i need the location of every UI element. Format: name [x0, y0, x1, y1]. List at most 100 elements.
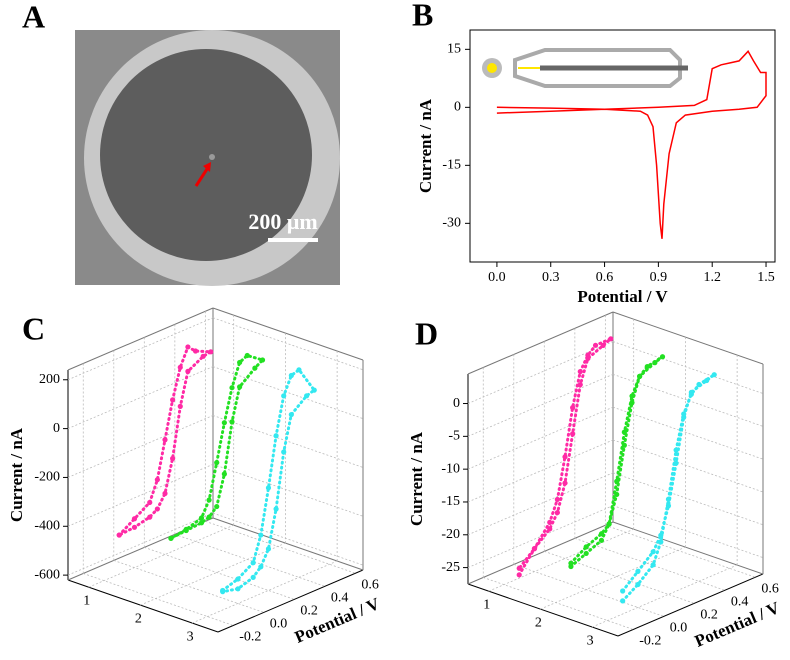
- z-tick-label: 0.6: [361, 577, 379, 592]
- data-point: [531, 546, 538, 552]
- y-tick-label: -5: [448, 429, 460, 444]
- data-point: [635, 581, 641, 588]
- data-point: [265, 485, 272, 491]
- data-point: [644, 363, 650, 370]
- data-point: [658, 539, 664, 545]
- grid-line: [483, 577, 634, 630]
- grid-line: [113, 560, 264, 613]
- data-point: [598, 531, 605, 537]
- data-point: [235, 586, 241, 592]
- data-point: [206, 514, 212, 520]
- data-point: [183, 527, 189, 534]
- grid-line: [67, 512, 214, 576]
- data-point: [220, 589, 226, 595]
- y-tick-label: 0: [453, 396, 460, 411]
- data-point: [147, 499, 153, 506]
- data-point: [116, 532, 122, 538]
- grid-line: [467, 439, 614, 503]
- y-tick-label: -600: [34, 567, 60, 582]
- cv-trace: [621, 373, 716, 603]
- x-tick-label: 1: [483, 597, 490, 612]
- z-tick-label: 0.4: [331, 591, 349, 606]
- plot-frame: [469, 29, 776, 263]
- grid-line: [212, 366, 364, 419]
- data-point: [258, 532, 264, 538]
- panel-label: D: [415, 315, 438, 351]
- data-point: [192, 348, 199, 354]
- data-point: [131, 516, 138, 522]
- x-tick-label: 1.5: [757, 270, 775, 285]
- data-point: [250, 574, 256, 580]
- x-tick-label: 3: [587, 633, 594, 648]
- y-tick-label: -25: [441, 560, 460, 575]
- grid-line: [467, 505, 614, 568]
- grid-line: [140, 542, 286, 606]
- data-point: [583, 544, 589, 550]
- electrode-inset: [482, 48, 688, 88]
- data-point: [650, 549, 656, 555]
- data-point: [273, 506, 279, 512]
- grid-line: [88, 524, 234, 588]
- y-tick-label: -15: [441, 494, 460, 509]
- data-point: [516, 572, 522, 578]
- y-tick-label: 0: [454, 100, 461, 115]
- y-tick-label: -20: [441, 527, 460, 542]
- data-point: [258, 564, 264, 570]
- data-point: [635, 568, 641, 574]
- data-point: [652, 360, 658, 366]
- y-tick-label: -400: [34, 518, 60, 533]
- data-point: [288, 372, 294, 379]
- data-point: [681, 414, 687, 420]
- data-point: [154, 506, 160, 512]
- grid-line: [488, 528, 634, 592]
- x-tick-label: 0.9: [650, 270, 668, 285]
- data-point: [235, 576, 241, 582]
- data-point: [244, 352, 250, 359]
- data-point: [154, 477, 160, 483]
- y-axis-label: Current / nA: [407, 431, 426, 526]
- panel-label: C: [22, 310, 45, 346]
- grid-line: [612, 505, 764, 558]
- x-axis-label: Potential / V: [577, 287, 668, 306]
- y-tick-label: -10: [441, 461, 460, 476]
- data-point: [177, 403, 183, 409]
- data-point: [547, 519, 553, 526]
- grid-line: [513, 564, 664, 617]
- data-point: [516, 565, 522, 571]
- box-edge: [217, 569, 364, 633]
- data-point: [214, 459, 220, 466]
- data-point: [620, 588, 626, 594]
- grid-line: [467, 373, 614, 437]
- data-point: [237, 359, 243, 366]
- data-point: [185, 344, 191, 350]
- z-tick-label: -0.2: [239, 630, 261, 645]
- y-tick-label: 200: [39, 372, 60, 387]
- data-point: [583, 550, 589, 557]
- data-point: [237, 384, 243, 390]
- data-point: [162, 437, 168, 443]
- x-tick-label: 1.2: [703, 270, 721, 285]
- data-point: [696, 381, 702, 388]
- box-edge: [467, 521, 614, 585]
- data-point: [147, 514, 153, 520]
- grid-line: [467, 341, 614, 404]
- y-axis-label: Current / nA: [416, 98, 435, 193]
- data-point: [598, 537, 605, 543]
- data-point: [570, 405, 576, 411]
- data-point: [170, 397, 176, 403]
- data-point: [585, 355, 591, 362]
- inset-core: [487, 63, 497, 73]
- grid-line: [144, 546, 295, 600]
- data-point: [608, 336, 614, 342]
- data-point: [265, 546, 272, 552]
- data-point: [658, 532, 664, 538]
- data-point: [198, 515, 205, 521]
- z-tick-label: 0.2: [700, 608, 718, 623]
- data-point: [577, 368, 583, 375]
- grid-line: [67, 366, 214, 429]
- z-tick-label: 0.6: [761, 581, 779, 596]
- data-point: [629, 400, 635, 406]
- electrode-tip: [209, 154, 215, 160]
- x-tick-label: 2: [135, 611, 142, 626]
- data-point: [562, 480, 568, 486]
